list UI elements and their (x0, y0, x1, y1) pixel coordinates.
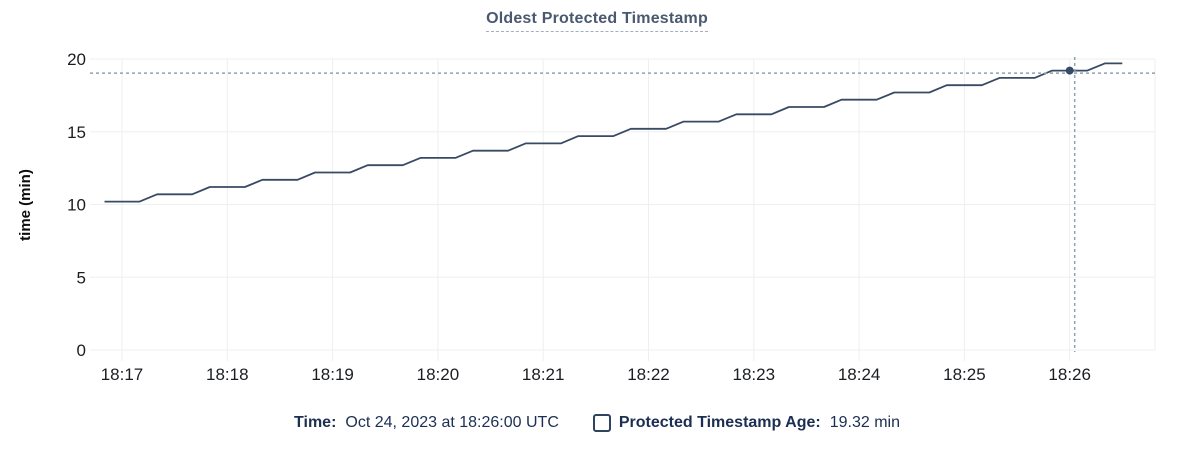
y-axis-title: time (min) (17, 169, 34, 241)
chart-canvas[interactable]: 0 5 10 15 20 18:17 18:18 18:19 18:20 18:21 18:22 18… (0, 0, 1194, 400)
x-tick-label: 18:20 (417, 365, 460, 384)
series-legend-group: Protected Timestamp Age: 19.32 min (592, 414, 900, 432)
chart-legend: Time: Oct 24, 2023 at 18:26:00 UTC Prote… (0, 414, 1194, 432)
series-label: Protected Timestamp Age: (618, 414, 821, 431)
y-tick-label: 20 (67, 50, 86, 69)
y-tick-label: 0 (77, 341, 86, 360)
x-tick-label: 18:18 (206, 365, 249, 384)
x-tick-label: 18:26 (1048, 365, 1091, 384)
time-value: Oct 24, 2023 at 18:26:00 UTC (345, 414, 559, 431)
series-value: 19.32 min (829, 414, 900, 431)
chart-title[interactable]: Oldest Protected Timestamp (486, 10, 708, 32)
y-tick-label: 10 (67, 196, 86, 215)
x-tick-label: 18:17 (101, 365, 144, 384)
time-label: Time: (294, 414, 337, 431)
title-row: Oldest Protected Timestamp (0, 10, 1194, 32)
hover-point (1065, 66, 1074, 75)
x-tick-label: 18:23 (733, 365, 776, 384)
series-line (104, 62, 1123, 203)
y-tick-label: 15 (67, 123, 86, 142)
x-tick-label: 18:24 (838, 365, 881, 384)
y-tick-label: 5 (77, 268, 86, 287)
x-tick-label: 18:21 (522, 365, 565, 384)
x-tick-label: 18:19 (311, 365, 354, 384)
x-tick-label: 18:25 (943, 365, 986, 384)
x-tick-label: 18:22 (627, 365, 670, 384)
hover-time-group: Time: Oct 24, 2023 at 18:26:00 UTC (294, 414, 559, 432)
series-toggle-checkbox[interactable] (592, 414, 611, 432)
